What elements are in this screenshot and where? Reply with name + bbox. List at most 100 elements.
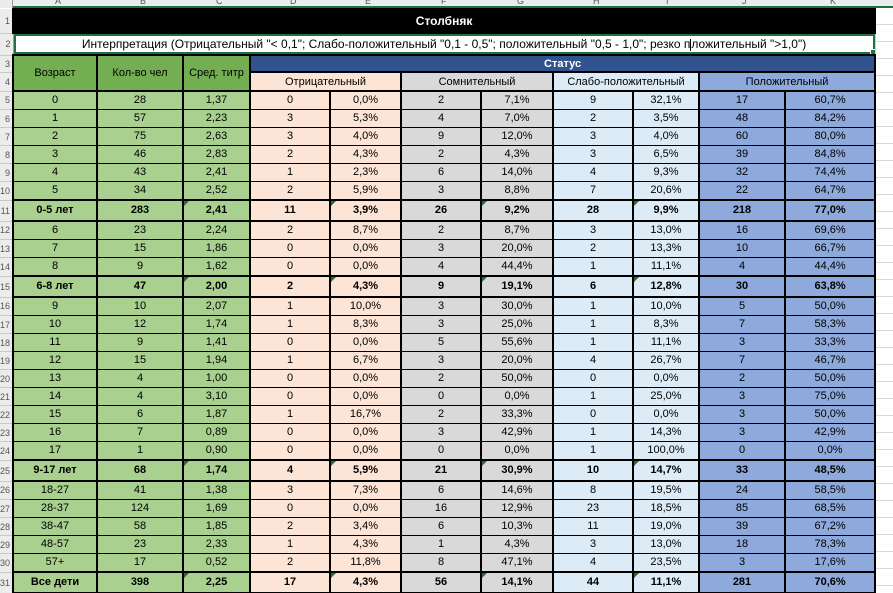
cell-pos_p[interactable]: 58,3% bbox=[783, 315, 877, 334]
cell-neg_n[interactable]: 17 bbox=[249, 571, 331, 593]
header-positive[interactable]: Положительный bbox=[697, 71, 877, 92]
row-number[interactable]: 21 bbox=[0, 387, 14, 406]
cell-weak_p[interactable]: 10,0% bbox=[632, 296, 700, 316]
cell-neg_n[interactable]: 2 bbox=[249, 517, 331, 536]
cell-doubt_p[interactable]: 4,3% bbox=[480, 535, 554, 554]
header-count[interactable]: Кол-во чел bbox=[96, 54, 184, 92]
cell-neg_p[interactable]: 4,3% bbox=[329, 145, 402, 164]
cell-weak_n[interactable]: 1 bbox=[552, 333, 634, 352]
cell-pos_n[interactable]: 3 bbox=[698, 553, 786, 573]
cell-age[interactable]: 3 bbox=[12, 145, 98, 164]
cell-weak_p[interactable]: 18,5% bbox=[632, 499, 700, 518]
cell-neg_p[interactable]: 4,0% bbox=[329, 127, 402, 146]
cell-pos_n[interactable]: 3 bbox=[698, 333, 786, 352]
row-number[interactable]: 15 bbox=[0, 276, 14, 298]
row-number[interactable]: 28 bbox=[0, 517, 14, 536]
cell-pos_p[interactable]: 74,4% bbox=[783, 163, 877, 182]
cell-pos_n[interactable]: 0 bbox=[698, 441, 786, 461]
cell-weak_p[interactable]: 32,1% bbox=[632, 90, 700, 110]
cell-neg_n[interactable]: 2 bbox=[249, 220, 331, 240]
cell-doubt_n[interactable]: 4 bbox=[400, 257, 482, 277]
cell-age[interactable]: 1 bbox=[12, 109, 98, 128]
cell-pos_n[interactable]: 2 bbox=[698, 369, 786, 388]
cell-doubt_p[interactable]: 9,2% bbox=[480, 199, 554, 222]
cell-weak_p[interactable]: 20,6% bbox=[632, 181, 700, 201]
cell-neg_n[interactable]: 3 bbox=[249, 127, 331, 146]
cell-titr[interactable]: 1,86 bbox=[182, 239, 251, 258]
cell-neg_p[interactable]: 2,3% bbox=[329, 163, 402, 182]
cell-doubt_p[interactable]: 7,1% bbox=[480, 90, 554, 110]
cell-count[interactable]: 1 bbox=[96, 441, 184, 461]
row-number[interactable]: 6 bbox=[0, 109, 14, 128]
cell-count[interactable]: 9 bbox=[96, 333, 184, 352]
cell-doubt_p[interactable]: 8,8% bbox=[480, 181, 554, 201]
table-title-cell[interactable]: Столбняк bbox=[11, 8, 877, 34]
cell-count[interactable]: 47 bbox=[96, 275, 184, 298]
cell-count[interactable]: 57 bbox=[96, 109, 184, 128]
cell-doubt_p[interactable]: 30,9% bbox=[480, 459, 554, 482]
cell-weak_n[interactable]: 0 bbox=[552, 405, 634, 424]
cell-pos_n[interactable]: 7 bbox=[698, 351, 786, 370]
cell-titr[interactable]: 1,74 bbox=[182, 459, 251, 482]
cell-doubt_n[interactable]: 0 bbox=[400, 387, 482, 406]
cell-weak_p[interactable]: 23,5% bbox=[632, 553, 700, 573]
row-number[interactable]: 10 bbox=[0, 181, 14, 201]
cell-count[interactable]: 398 bbox=[96, 571, 184, 593]
cell-pos_p[interactable]: 33,3% bbox=[783, 333, 877, 352]
cell-weak_n[interactable]: 1 bbox=[552, 315, 634, 334]
cell-pos_p[interactable]: 17,6% bbox=[783, 553, 877, 573]
cell-age[interactable]: 57+ bbox=[12, 553, 98, 573]
cell-doubt_p[interactable]: 25,0% bbox=[480, 315, 554, 334]
cell-weak_n[interactable]: 1 bbox=[552, 387, 634, 406]
cell-pos_p[interactable]: 84,2% bbox=[783, 109, 877, 128]
cell-count[interactable]: 7 bbox=[96, 423, 184, 442]
cell-pos_p[interactable]: 68,5% bbox=[783, 499, 877, 518]
cell-neg_n[interactable]: 0 bbox=[249, 90, 331, 110]
cell-weak_p[interactable]: 9,3% bbox=[632, 163, 700, 182]
row-number[interactable]: 20 bbox=[0, 369, 14, 388]
row-number[interactable]: 3 bbox=[0, 55, 14, 73]
cell-titr[interactable]: 2,24 bbox=[182, 220, 251, 240]
cell-pos_n[interactable]: 3 bbox=[698, 387, 786, 406]
cell-neg_n[interactable]: 1 bbox=[249, 535, 331, 554]
cell-titr[interactable]: 2,52 bbox=[182, 181, 251, 201]
cell-neg_n[interactable]: 0 bbox=[249, 239, 331, 258]
cell-doubt_p[interactable]: 30,0% bbox=[480, 296, 554, 316]
cell-neg_n[interactable]: 2 bbox=[249, 275, 331, 298]
cell-count[interactable]: 4 bbox=[96, 369, 184, 388]
cell-doubt_n[interactable]: 3 bbox=[400, 181, 482, 201]
cell-pos_n[interactable]: 24 bbox=[698, 480, 786, 500]
cell-count[interactable]: 23 bbox=[96, 535, 184, 554]
cell-neg_n[interactable]: 3 bbox=[249, 480, 331, 500]
cell-age[interactable]: Все дети bbox=[12, 571, 98, 593]
cell-pos_p[interactable]: 48,5% bbox=[783, 459, 877, 482]
selection-fill-handle[interactable] bbox=[869, 49, 875, 54]
cell-weak_n[interactable]: 7 bbox=[552, 181, 634, 201]
row-number[interactable]: 14 bbox=[0, 257, 14, 277]
cell-pos_p[interactable]: 46,7% bbox=[783, 351, 877, 370]
empty-cells-area[interactable] bbox=[875, 8, 893, 593]
cell-age[interactable]: 9 bbox=[12, 296, 98, 316]
cell-age[interactable]: 8 bbox=[12, 257, 98, 277]
cell-age[interactable]: 28-37 bbox=[12, 499, 98, 518]
cell-age[interactable]: 18-27 bbox=[12, 480, 98, 500]
header-age[interactable]: Возраст bbox=[12, 54, 98, 92]
cell-doubt_p[interactable]: 47,1% bbox=[480, 553, 554, 573]
cell-age[interactable]: 38-47 bbox=[12, 517, 98, 536]
cell-count[interactable]: 41 bbox=[96, 480, 184, 500]
cell-doubt_n[interactable]: 2 bbox=[400, 220, 482, 240]
cell-titr[interactable]: 1,74 bbox=[182, 315, 251, 334]
cell-weak_p[interactable]: 14,3% bbox=[632, 423, 700, 442]
cell-weak_p[interactable]: 11,1% bbox=[632, 333, 700, 352]
cell-count[interactable]: 75 bbox=[96, 127, 184, 146]
cell-doubt_n[interactable]: 6 bbox=[400, 163, 482, 182]
cell-neg_n[interactable]: 0 bbox=[249, 387, 331, 406]
cell-neg_p[interactable]: 8,7% bbox=[329, 220, 402, 240]
cell-weak_p[interactable]: 13,0% bbox=[632, 535, 700, 554]
row-number[interactable]: 8 bbox=[0, 145, 14, 164]
cell-pos_p[interactable]: 50,0% bbox=[783, 405, 877, 424]
cell-pos_p[interactable]: 77,0% bbox=[783, 199, 877, 222]
cell-titr[interactable]: 1,00 bbox=[182, 369, 251, 388]
cell-doubt_p[interactable]: 0,0% bbox=[480, 441, 554, 461]
cell-weak_p[interactable]: 12,8% bbox=[632, 275, 700, 298]
